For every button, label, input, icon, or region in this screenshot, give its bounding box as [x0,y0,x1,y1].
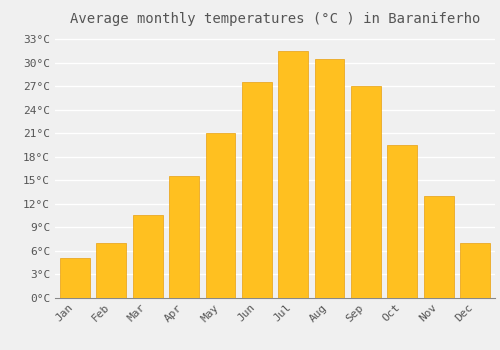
Bar [388,145,417,298]
Bar [460,243,490,298]
Bar [424,196,454,298]
Bar [96,243,126,298]
Bar [314,59,344,298]
Bar [206,133,236,298]
Bar [351,86,381,298]
Title: Average monthly temperatures (°C ) in Baraniferho: Average monthly temperatures (°C ) in Ba… [70,12,480,26]
Bar [242,82,272,298]
Bar [60,258,90,298]
Bar [169,176,199,298]
Bar [278,51,308,298]
Bar [133,215,162,298]
